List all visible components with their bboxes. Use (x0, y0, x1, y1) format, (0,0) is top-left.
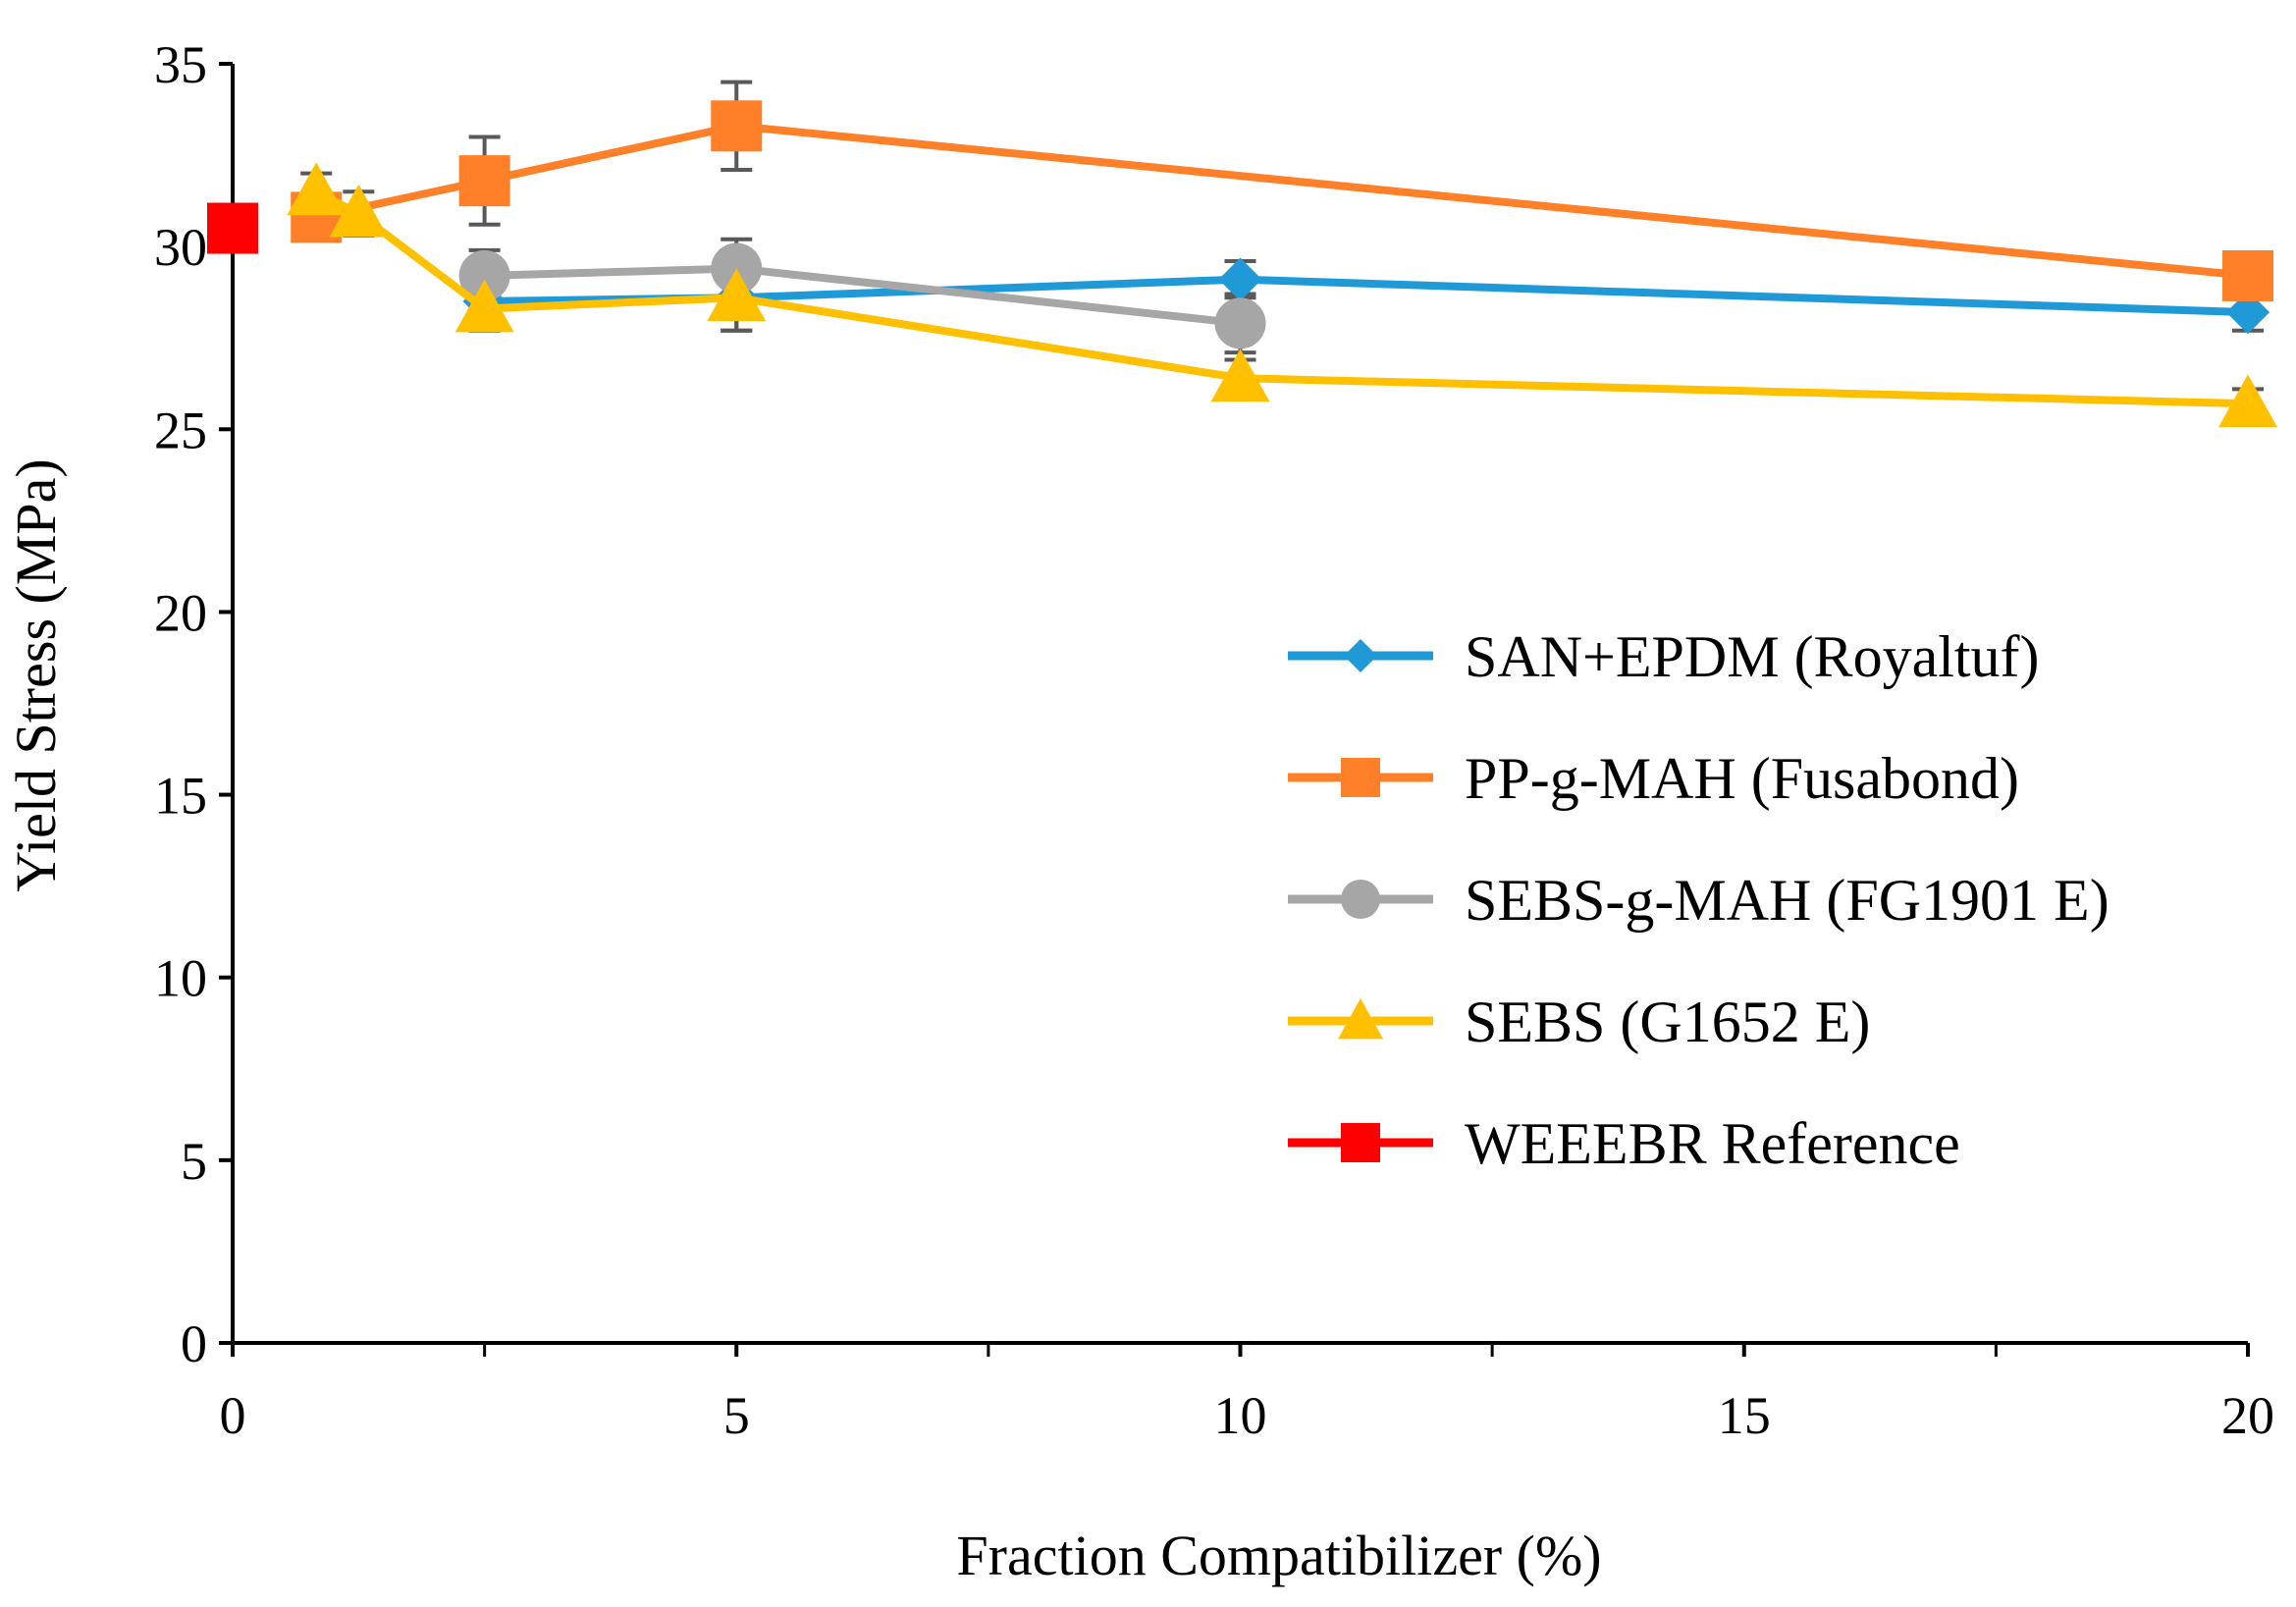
x-tick-label: 15 (1718, 1386, 1771, 1445)
error-bars-1 (300, 80, 2264, 293)
y-tick-label: 20 (154, 583, 207, 642)
x-tick-label: 10 (1214, 1386, 1267, 1445)
data-point-square (2222, 249, 2273, 301)
data-point-square (711, 100, 763, 152)
y-tick-label: 0 (181, 1314, 207, 1373)
data-point-diamond (2225, 291, 2270, 335)
data-point-square (1341, 758, 1380, 797)
legend-item: SEBS (G1652 E) (1288, 990, 1870, 1054)
legend-label: SEBS (G1652 E) (1465, 990, 1870, 1054)
data-point-triangle (1210, 348, 1270, 402)
x-tick-label: 5 (723, 1386, 750, 1445)
data-point-triangle (287, 162, 347, 216)
y-tick-label: 35 (154, 35, 207, 94)
data-point-circle (1341, 880, 1380, 919)
y-tick-label: 25 (154, 401, 207, 459)
x-tick-label: 20 (2221, 1386, 2274, 1445)
data-point-triangle (707, 268, 767, 322)
legend-item: SEBS-g-MAH (FG1901 E) (1288, 868, 2109, 933)
legend-label: PP-g-MAH (Fusabond) (1465, 746, 2019, 811)
series-3 (287, 162, 2277, 428)
data-point-square (458, 155, 510, 207)
legend-label: SEBS-g-MAH (FG1901 E) (1465, 868, 2109, 933)
data-point-triangle (454, 279, 514, 333)
data-point-triangle (1338, 998, 1383, 1040)
y-axis-title: Yield Stress (MPa) (4, 458, 68, 891)
data-point-circle (1214, 297, 1266, 349)
x-axis-title: Fraction Compatibilizer (%) (956, 1524, 1601, 1587)
legend-item: PP-g-MAH (Fusabond) (1288, 746, 2019, 811)
legend-label: WEEEBR Reference (1465, 1111, 1960, 1176)
data-point-triangle (2218, 374, 2277, 428)
y-tick-label: 5 (181, 1132, 207, 1191)
data-point-diamond (1344, 639, 1377, 672)
legend-item: SAN+EPDM (Royaltuf) (1288, 624, 2040, 689)
data-point-circle (458, 249, 510, 301)
y-tick-label: 30 (154, 218, 207, 277)
series-line (315, 122, 2249, 280)
series-group (207, 80, 2277, 428)
axes-group: 0 5 10 15 20 25 30 35 0 5 10 15 20 (154, 35, 2274, 1445)
data-point-square (207, 202, 258, 254)
legend-item: WEEEBR Reference (1288, 1111, 1960, 1176)
data-point-square (1341, 1123, 1380, 1162)
series-1 (291, 100, 2273, 301)
series-4 (207, 202, 258, 254)
data-point-diamond (1218, 257, 1262, 301)
y-tick-label: 15 (154, 767, 207, 826)
x-tick-label: 0 (220, 1386, 246, 1445)
y-tick-label: 10 (154, 949, 207, 1008)
legend-label: SAN+EPDM (Royaltuf) (1465, 624, 2040, 689)
data-point-triangle (329, 184, 389, 238)
legend: SAN+EPDM (Royaltuf) PP-g-MAH (Fusabond) SE… (1288, 624, 2109, 1176)
